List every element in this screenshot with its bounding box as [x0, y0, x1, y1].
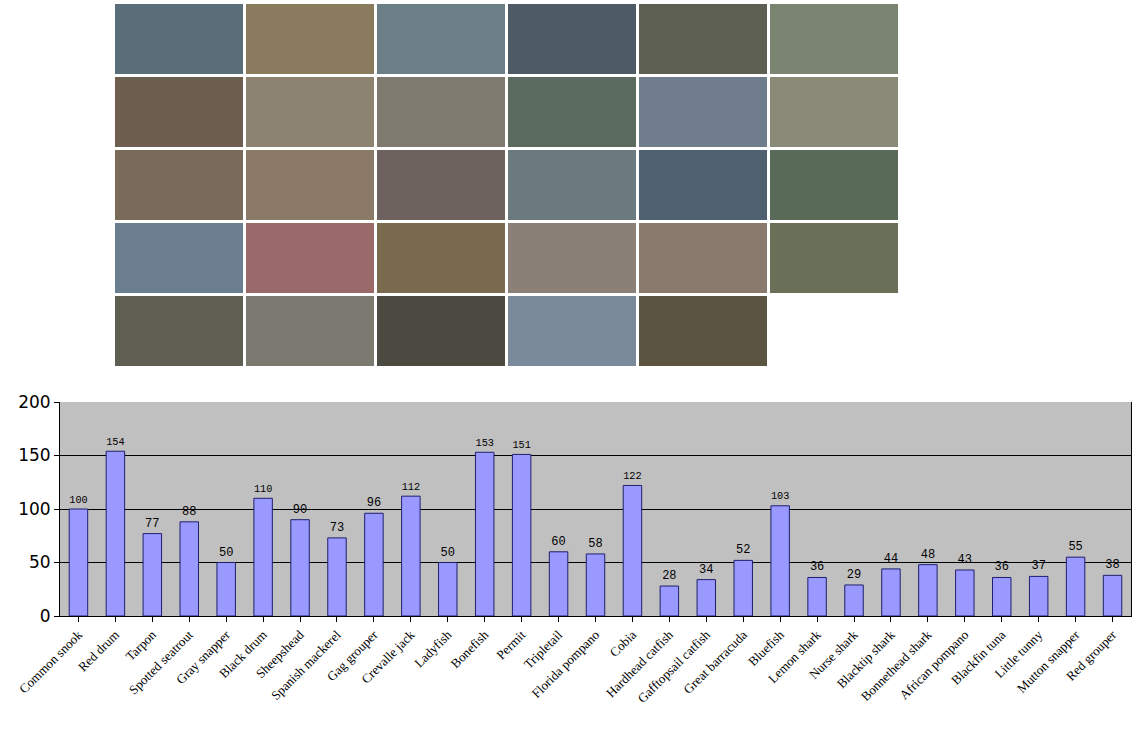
svg-text:Hardhead catfish: Hardhead catfish — [603, 627, 676, 700]
svg-text:Tripletail: Tripletail — [521, 627, 566, 672]
svg-text:Lemon shark: Lemon shark — [765, 627, 824, 686]
svg-text:48: 48 — [921, 548, 935, 562]
svg-text:50: 50 — [441, 546, 455, 560]
svg-text:38: 38 — [1105, 558, 1119, 572]
svg-text:37: 37 — [1031, 559, 1045, 573]
svg-text:Crevalle jack: Crevalle jack — [358, 627, 418, 687]
svg-text:Common snook: Common snook — [16, 627, 85, 696]
svg-text:Spotted seatrout: Spotted seatrout — [126, 627, 196, 697]
svg-text:Florida pompano: Florida pompano — [529, 627, 603, 701]
svg-text:Spanish mackerel: Spanish mackerel — [268, 627, 344, 703]
svg-text:100: 100 — [18, 499, 50, 519]
svg-text:Cobia: Cobia — [607, 627, 640, 660]
svg-text:Gray snapper: Gray snapper — [173, 627, 233, 687]
svg-text:55: 55 — [1068, 540, 1082, 554]
svg-text:Ladyfish: Ladyfish — [411, 627, 455, 671]
svg-text:Gafftopsail catfish: Gafftopsail catfish — [634, 627, 713, 706]
svg-text:Permit: Permit — [493, 627, 528, 662]
svg-text:Bonnethead shark: Bonnethead shark — [858, 627, 935, 704]
svg-text:77: 77 — [145, 517, 159, 531]
svg-text:0: 0 — [40, 606, 51, 626]
svg-text:151: 151 — [512, 439, 530, 451]
svg-text:60: 60 — [551, 535, 565, 549]
svg-text:73: 73 — [330, 521, 344, 535]
svg-text:150: 150 — [18, 445, 50, 465]
svg-text:112: 112 — [402, 481, 420, 493]
svg-text:Gag grouper: Gag grouper — [324, 627, 381, 684]
svg-text:Bluefish: Bluefish — [745, 627, 787, 669]
svg-text:50: 50 — [29, 552, 51, 572]
svg-text:Nurse shark: Nurse shark — [806, 627, 861, 682]
svg-text:154: 154 — [106, 436, 124, 448]
svg-text:52: 52 — [736, 543, 750, 557]
svg-text:90: 90 — [293, 503, 307, 517]
svg-text:36: 36 — [810, 560, 824, 574]
svg-text:29: 29 — [847, 568, 861, 582]
svg-text:153: 153 — [475, 437, 493, 449]
svg-text:Mutton snapper: Mutton snapper — [1014, 627, 1083, 696]
svg-text:58: 58 — [588, 537, 602, 551]
svg-text:34: 34 — [699, 563, 713, 577]
svg-text:43: 43 — [958, 553, 972, 567]
svg-text:Blacktip shark: Blacktip shark — [834, 627, 898, 691]
svg-text:50: 50 — [219, 546, 233, 560]
svg-text:Bonefish: Bonefish — [448, 627, 492, 671]
svg-text:Blackfin tuna: Blackfin tuna — [948, 627, 1009, 688]
svg-text:110: 110 — [254, 483, 272, 495]
svg-text:88: 88 — [182, 505, 196, 519]
svg-text:Red drum: Red drum — [75, 627, 122, 674]
svg-text:36: 36 — [995, 560, 1009, 574]
svg-text:Tarpon: Tarpon — [123, 627, 160, 664]
svg-text:100: 100 — [69, 494, 87, 506]
svg-text:28: 28 — [662, 569, 676, 583]
svg-text:200: 200 — [18, 392, 50, 412]
svg-text:Great barracuda: Great barracuda — [680, 627, 750, 697]
svg-text:Black drum: Black drum — [216, 627, 270, 681]
svg-text:Sheepshead: Sheepshead — [253, 627, 307, 681]
svg-text:44: 44 — [884, 552, 898, 566]
svg-text:African pompano: African pompano — [896, 627, 971, 702]
svg-text:Red grouper: Red grouper — [1063, 627, 1120, 684]
svg-text:122: 122 — [623, 470, 641, 482]
svg-text:103: 103 — [771, 490, 789, 502]
svg-text:96: 96 — [367, 496, 381, 510]
svg-text:Little tunny: Little tunny — [992, 627, 1046, 681]
